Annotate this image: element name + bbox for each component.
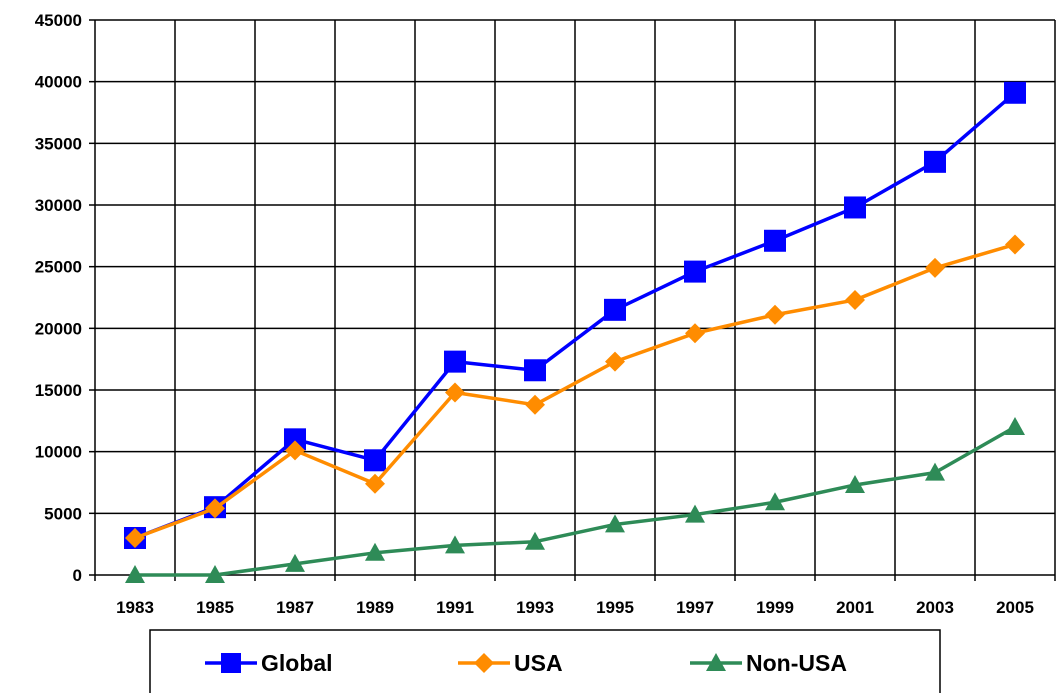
series-line-global — [134, 91, 1017, 540]
gridlines — [94, 19, 1056, 576]
data-point-usa — [605, 351, 625, 372]
legend-box — [149, 629, 941, 693]
series-usa — [125, 234, 1025, 548]
x-tick-label: 1987 — [276, 598, 314, 617]
data-point-usa — [285, 440, 305, 461]
x-tick-label: 1999 — [756, 598, 794, 617]
data-point-non-usa — [605, 514, 625, 533]
data-point-global — [284, 428, 306, 451]
data-point-non-usa — [765, 492, 785, 511]
data-point-usa — [925, 257, 945, 278]
data-point-non-usa — [445, 535, 465, 554]
legend-label-usa: USA — [514, 650, 563, 676]
data-point-non-usa — [925, 462, 945, 481]
data-point-global — [924, 150, 946, 173]
data-point-non-usa — [845, 474, 865, 493]
x-tick-label: 2003 — [916, 598, 954, 617]
series-group — [124, 81, 1026, 583]
x-tick-label: 2001 — [836, 598, 874, 617]
legend-marker-usa — [474, 653, 494, 673]
data-point-global — [684, 260, 706, 283]
data-point-global — [1004, 81, 1026, 104]
x-tick-label: 2005 — [996, 598, 1034, 617]
y-tick-label: 10000 — [35, 443, 82, 462]
data-point-non-usa — [1005, 417, 1025, 435]
data-point-non-usa — [205, 565, 225, 583]
x-tick-label: 1991 — [436, 598, 474, 617]
y-tick-label: 5000 — [44, 504, 82, 523]
series-non-usa — [125, 417, 1025, 583]
x-tick-label: 1993 — [516, 598, 554, 617]
data-point-usa — [685, 323, 705, 344]
data-point-non-usa — [525, 531, 545, 550]
data-point-non-usa — [285, 553, 305, 572]
data-point-usa — [445, 382, 465, 403]
series-global — [124, 81, 1026, 549]
y-tick-label: 30000 — [35, 196, 82, 215]
series-line-non-usa — [135, 425, 1016, 577]
data-point-usa — [845, 289, 865, 310]
data-point-global — [364, 449, 386, 472]
series-line-usa — [134, 242, 1016, 540]
x-tick-label: 1989 — [356, 598, 394, 617]
y-tick-label: 15000 — [35, 381, 82, 400]
y-tick-label: 40000 — [35, 73, 82, 92]
data-point-global — [604, 298, 626, 321]
data-point-global — [764, 229, 786, 252]
data-point-global — [844, 196, 866, 219]
y-tick-label: 45000 — [35, 11, 82, 30]
x-tick-label: 1995 — [596, 598, 634, 617]
x-tick-label: 1985 — [196, 598, 234, 617]
legend-label-global: Global — [261, 650, 333, 676]
data-point-usa — [125, 528, 145, 548]
data-point-global — [524, 359, 546, 382]
data-point-non-usa — [125, 565, 145, 583]
legend-marker-global — [221, 653, 241, 673]
data-point-usa — [205, 498, 225, 519]
data-point-usa — [765, 304, 785, 325]
y-tick-label: 0 — [73, 566, 82, 585]
y-tick-label: 20000 — [35, 319, 82, 338]
data-point-usa — [1005, 234, 1025, 255]
y-tick-label: 35000 — [35, 134, 82, 153]
legend-marker-non-usa — [706, 653, 726, 671]
y-tick-label: 25000 — [35, 258, 82, 277]
data-point-usa — [365, 473, 385, 494]
data-point-non-usa — [365, 542, 385, 561]
legend: Global USA Non-USA — [149, 629, 941, 693]
data-point-global — [444, 350, 466, 373]
legend-label-non-usa: Non-USA — [746, 650, 847, 676]
x-tick-label: 1997 — [676, 598, 714, 617]
x-tick-label: 1983 — [116, 598, 154, 617]
axes: 0 5000 10000 15000 20000 25000 30000 35000 40000… — [35, 11, 1056, 617]
data-point-usa — [525, 394, 545, 415]
data-point-non-usa — [685, 504, 705, 523]
